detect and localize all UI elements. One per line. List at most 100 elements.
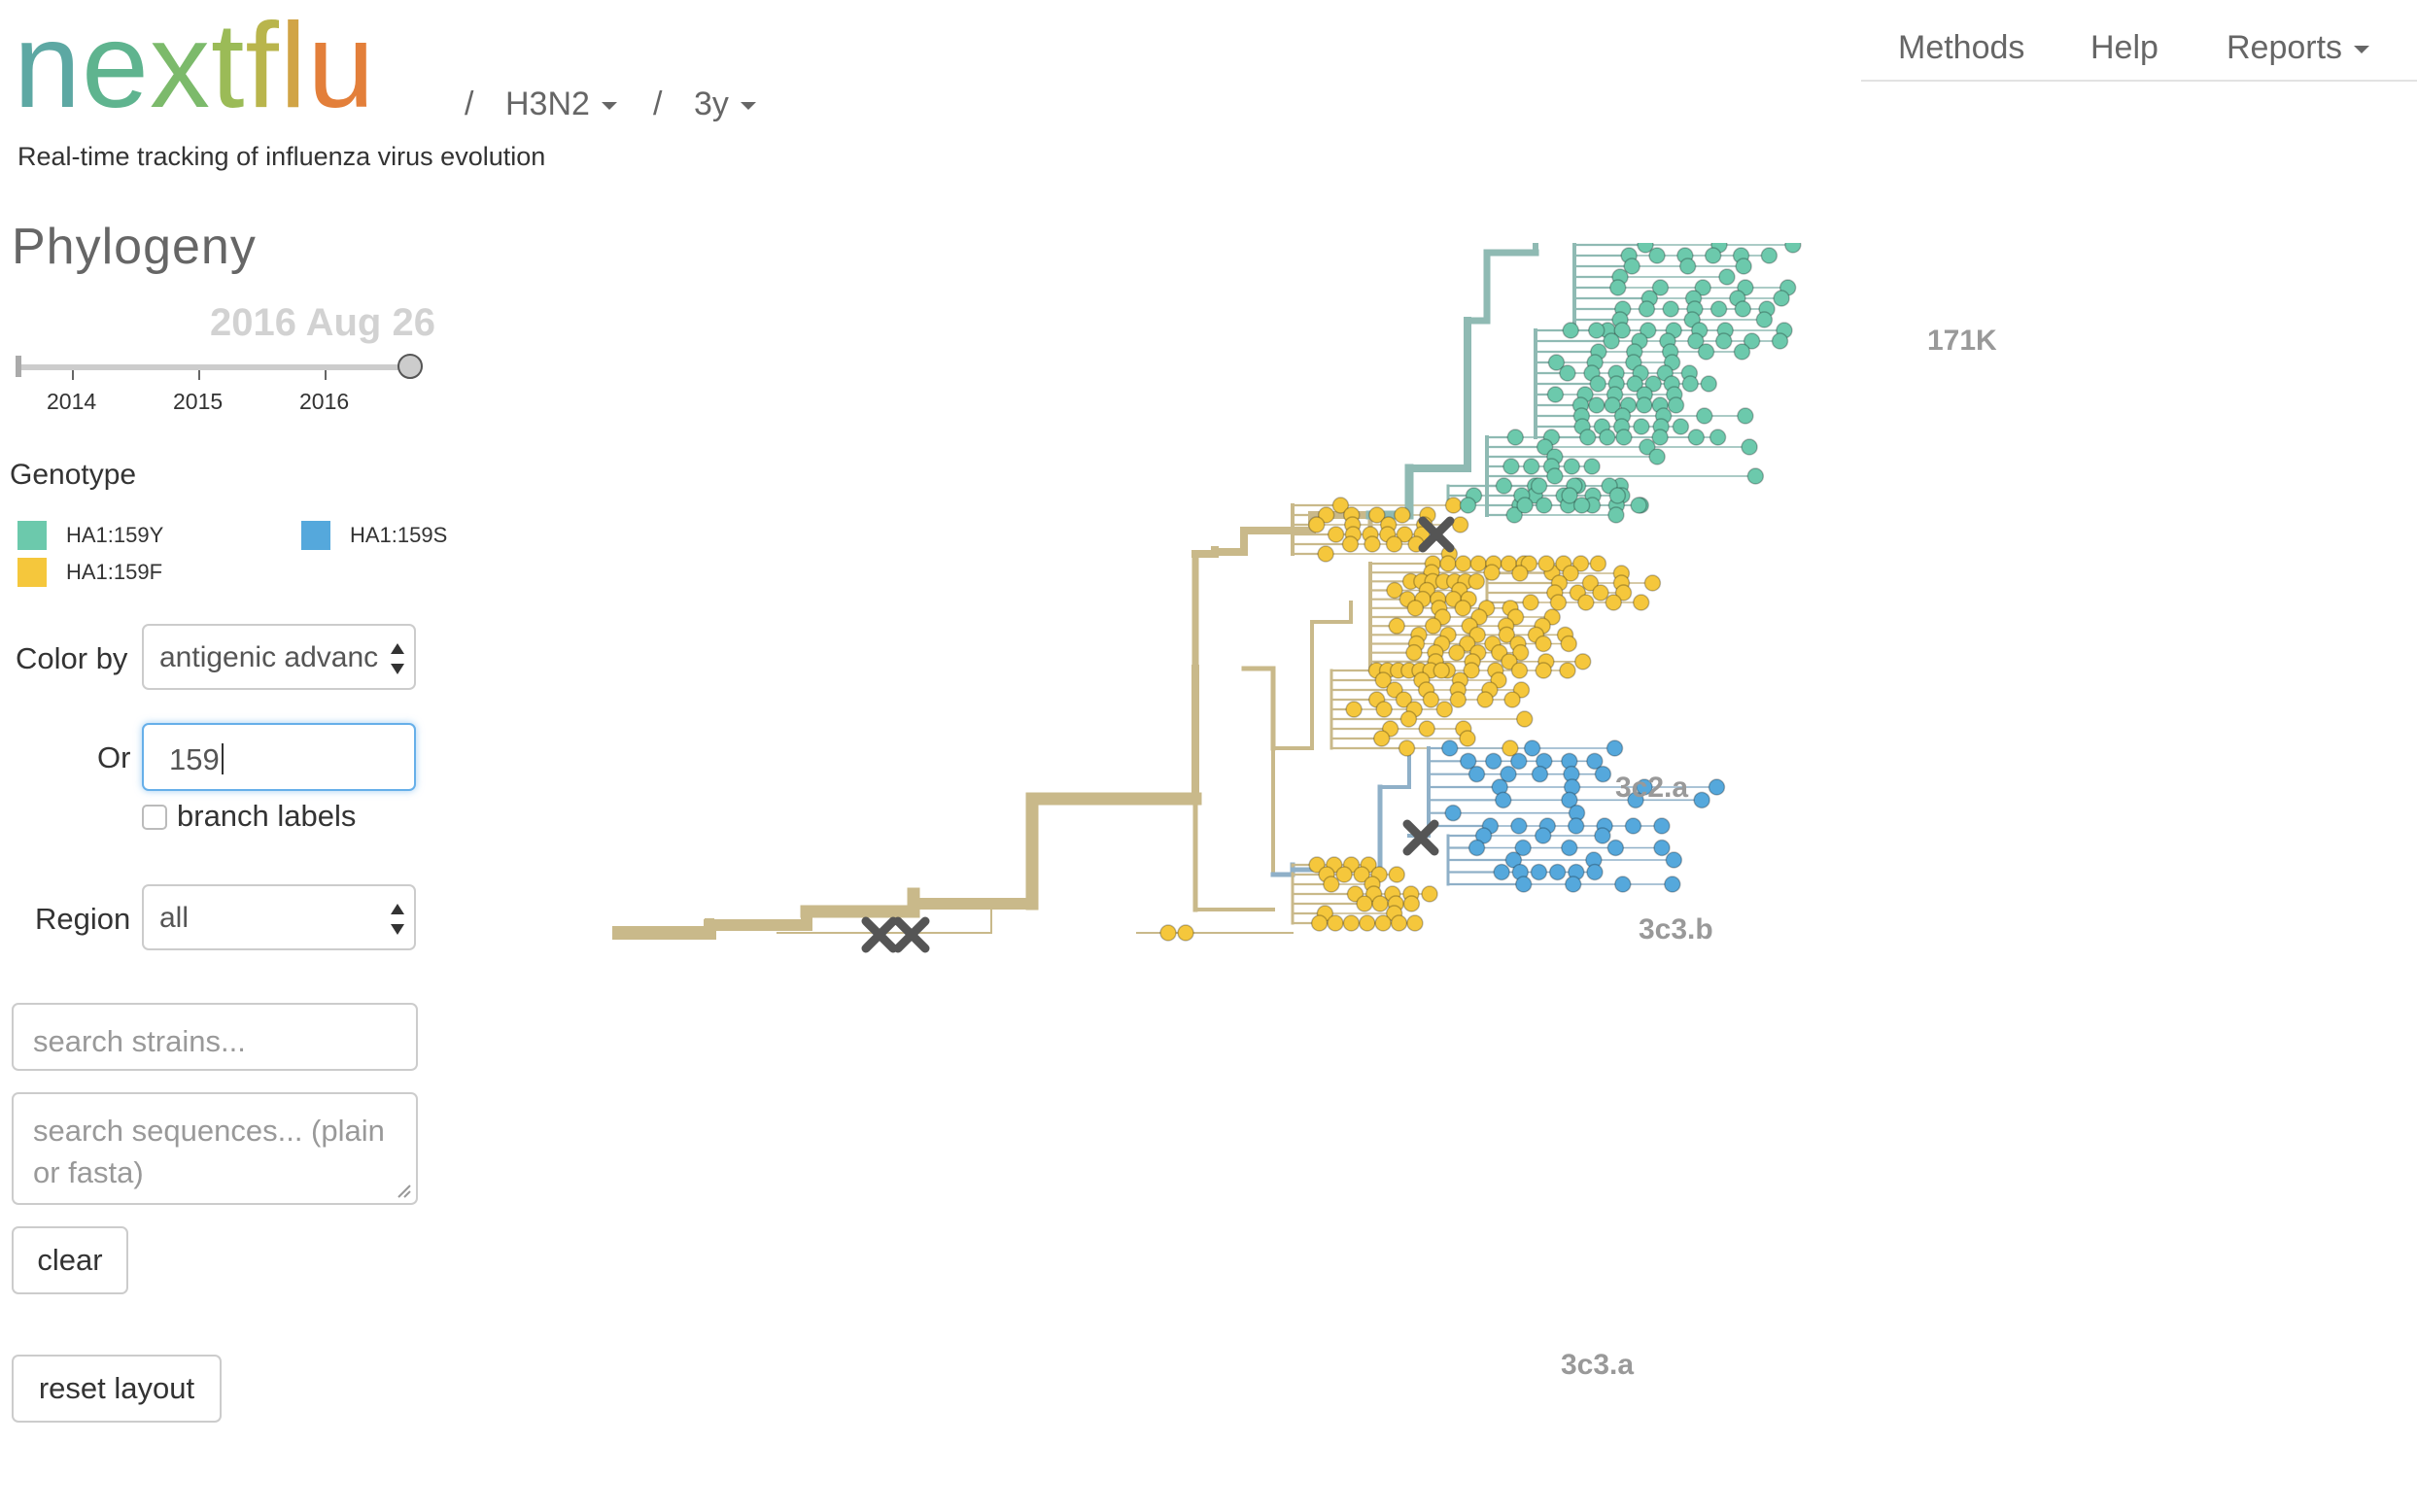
tip-node[interactable]: [1531, 765, 1549, 783]
tip-node[interactable]: [1371, 895, 1389, 912]
tip-node[interactable]: [1310, 914, 1329, 932]
tip-node[interactable]: [1421, 885, 1438, 903]
tip-node[interactable]: [1386, 581, 1403, 600]
tip-node[interactable]: [1709, 300, 1728, 318]
tree-tips[interactable]: [1159, 243, 1946, 942]
tip-node[interactable]: [1454, 600, 1471, 617]
tip-node[interactable]: [1561, 839, 1578, 857]
tip-node[interactable]: [1388, 617, 1405, 635]
tip-node[interactable]: [1440, 739, 1459, 757]
tip-node[interactable]: [1372, 730, 1391, 747]
tip-node[interactable]: [1467, 839, 1486, 857]
tip-node[interactable]: [1515, 710, 1534, 728]
tip-node[interactable]: [1535, 635, 1552, 653]
tip-node[interactable]: [1327, 914, 1344, 932]
tip-node[interactable]: [1395, 691, 1413, 708]
tip-node[interactable]: [1648, 247, 1666, 264]
tip-node[interactable]: [1643, 574, 1662, 592]
tip-node[interactable]: [1535, 662, 1552, 679]
tip-node[interactable]: [1374, 914, 1392, 932]
tip-node[interactable]: [1385, 535, 1403, 553]
tip-node[interactable]: [1444, 497, 1463, 514]
tip-node[interactable]: [1435, 701, 1454, 718]
nav-reports[interactable]: Reports: [2227, 29, 2370, 67]
tip-node[interactable]: [1771, 332, 1789, 350]
tip-node[interactable]: [1510, 662, 1529, 679]
tip-node[interactable]: [1623, 258, 1640, 275]
tip-node[interactable]: [1406, 600, 1425, 617]
tip-node[interactable]: [1399, 710, 1418, 728]
tip-node[interactable]: [1535, 497, 1553, 514]
tip-node[interactable]: [1614, 876, 1632, 893]
tip-node[interactable]: [1374, 671, 1393, 689]
tip-node[interactable]: [1741, 438, 1758, 456]
tip-node[interactable]: [1476, 691, 1494, 708]
tip-node[interactable]: [1639, 322, 1657, 339]
tip-node[interactable]: [1500, 765, 1517, 783]
tip-node[interactable]: [1418, 720, 1435, 738]
tip-node[interactable]: [1341, 535, 1360, 553]
tip-node[interactable]: [1159, 924, 1177, 942]
tip-node[interactable]: [1511, 565, 1529, 582]
tip-node[interactable]: [1589, 555, 1607, 572]
tip-node[interactable]: [1708, 778, 1726, 796]
tip-node[interactable]: [1581, 574, 1600, 592]
tip-node[interactable]: [1608, 279, 1627, 296]
tip-node[interactable]: [1697, 343, 1715, 361]
tip-node[interactable]: [1467, 765, 1486, 783]
tip-node[interactable]: [1177, 924, 1194, 942]
tip-node[interactable]: [1523, 739, 1541, 757]
tip-node[interactable]: [1307, 516, 1326, 533]
tip-node[interactable]: [1433, 662, 1450, 679]
tip-node[interactable]: [1505, 506, 1523, 524]
tip-node[interactable]: [1678, 258, 1697, 275]
tip-node[interactable]: [1589, 375, 1606, 393]
tip-node[interactable]: [1549, 594, 1568, 611]
nav-help[interactable]: Help: [2090, 29, 2158, 66]
tip-node[interactable]: [1773, 290, 1790, 307]
tip-node[interactable]: [1636, 396, 1653, 414]
tip-node[interactable]: [1511, 643, 1530, 662]
tip-node[interactable]: [1586, 752, 1604, 771]
tip-node[interactable]: [1588, 396, 1606, 414]
tip-node[interactable]: [1448, 643, 1466, 662]
tip-node[interactable]: [1564, 876, 1582, 893]
tip-node[interactable]: [1583, 458, 1601, 475]
region-select[interactable]: all: [142, 884, 416, 950]
tip-node[interactable]: [1562, 322, 1579, 339]
tip-node[interactable]: [1375, 701, 1393, 718]
tip-node[interactable]: [1498, 626, 1516, 644]
tip-node[interactable]: [1345, 701, 1363, 718]
tip-node[interactable]: [1709, 429, 1727, 446]
tip-node[interactable]: [1587, 322, 1606, 339]
tip-node[interactable]: [1463, 662, 1480, 679]
tip-node[interactable]: [1474, 827, 1493, 844]
tip-node[interactable]: [1514, 839, 1532, 857]
tip-node[interactable]: [1592, 584, 1609, 601]
tip-node[interactable]: [1536, 438, 1554, 456]
tip-node[interactable]: [1662, 300, 1679, 318]
tip-node[interactable]: [1484, 752, 1502, 771]
tip-node[interactable]: [1560, 635, 1577, 653]
tip-node[interactable]: [1493, 863, 1510, 881]
tip-node[interactable]: [1534, 827, 1552, 844]
tip-node[interactable]: [1308, 856, 1326, 874]
tip-node[interactable]: [1359, 914, 1376, 932]
tip-node[interactable]: [1406, 914, 1424, 932]
slider-start-handle[interactable]: [16, 356, 21, 377]
tip-node[interactable]: [1648, 448, 1666, 465]
tip-node[interactable]: [1626, 375, 1643, 393]
tip-node[interactable]: [1502, 458, 1520, 475]
tip-node[interactable]: [1459, 752, 1477, 771]
tip-node[interactable]: [1405, 643, 1423, 662]
tip-node[interactable]: [1627, 791, 1644, 809]
tip-node[interactable]: [1459, 730, 1476, 747]
tip-node[interactable]: [1737, 279, 1754, 296]
tip-node[interactable]: [1562, 565, 1579, 582]
tip-node[interactable]: [1737, 407, 1754, 425]
tip-node[interactable]: [1502, 739, 1519, 757]
tip-node[interactable]: [1578, 429, 1597, 446]
tip-node[interactable]: [1398, 739, 1416, 757]
tip-node[interactable]: [1512, 681, 1531, 699]
tip-node[interactable]: [1760, 247, 1778, 264]
